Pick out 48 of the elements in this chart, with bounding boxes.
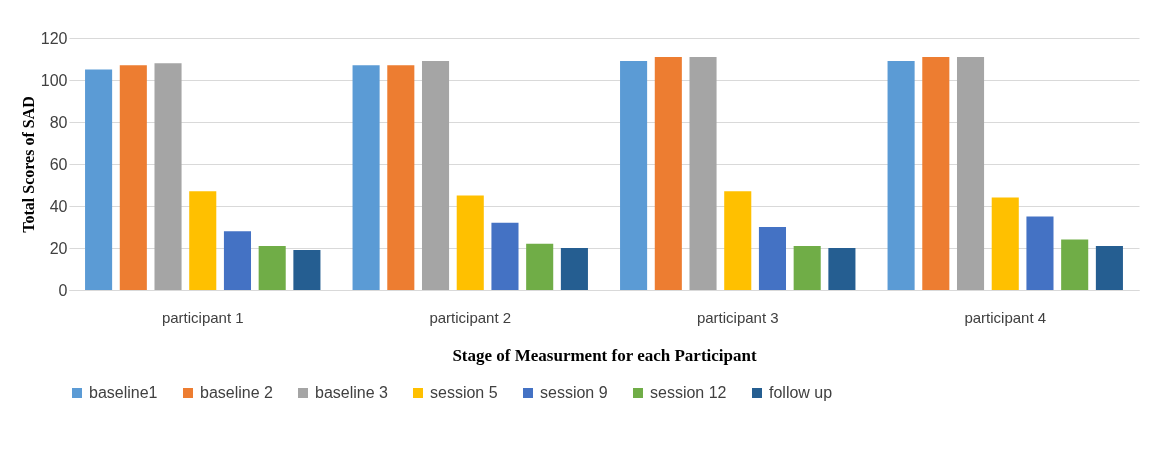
bar xyxy=(189,191,217,290)
bar xyxy=(85,69,113,290)
bar xyxy=(887,61,915,290)
legend-label: follow up xyxy=(769,384,833,401)
bar xyxy=(560,248,588,290)
bar xyxy=(119,65,147,290)
y-tick-label: 80 xyxy=(49,113,68,131)
bar xyxy=(758,227,787,290)
bar xyxy=(258,245,286,290)
bar xyxy=(828,248,856,290)
bar xyxy=(1026,216,1054,290)
bar xyxy=(654,56,682,290)
bar xyxy=(491,222,519,290)
bar xyxy=(387,65,415,290)
legend-label: baseline 3 xyxy=(315,384,389,401)
x-tick-label: participant 2 xyxy=(429,308,512,326)
bar xyxy=(793,245,821,290)
legend-label: baseline1 xyxy=(89,384,158,401)
x-axis-title: Stage of Measurment for each Participant xyxy=(452,345,757,365)
x-tick-label: participant 1 xyxy=(161,308,244,326)
bar xyxy=(991,197,1019,290)
legend-label: session 9 xyxy=(540,384,608,401)
y-axis-title: Total Scores of SAD xyxy=(19,96,37,233)
bar xyxy=(456,195,484,290)
y-tick-label: 60 xyxy=(49,155,68,173)
bar xyxy=(922,56,950,290)
y-tick-label: 0 xyxy=(58,281,68,299)
x-tick-label: participant 3 xyxy=(696,308,779,326)
bar xyxy=(352,65,380,290)
y-tick-label: 100 xyxy=(40,71,68,89)
bar xyxy=(724,191,752,290)
y-tick-label: 120 xyxy=(40,29,68,47)
bar xyxy=(421,61,450,290)
legend-label: session 5 xyxy=(430,384,498,401)
x-tick-label: participant 4 xyxy=(964,308,1047,326)
y-tick-label: 40 xyxy=(49,197,68,215)
bar xyxy=(956,56,985,290)
bar xyxy=(689,56,717,290)
legend-label: baseline 2 xyxy=(200,384,274,401)
bar xyxy=(223,231,252,290)
bar xyxy=(620,61,648,290)
bar xyxy=(1095,245,1123,290)
y-tick-label: 20 xyxy=(49,239,68,257)
bar xyxy=(1061,239,1089,290)
bar xyxy=(526,243,554,290)
bar xyxy=(154,63,182,290)
bar xyxy=(293,250,321,290)
legend-label: session 12 xyxy=(650,384,727,401)
